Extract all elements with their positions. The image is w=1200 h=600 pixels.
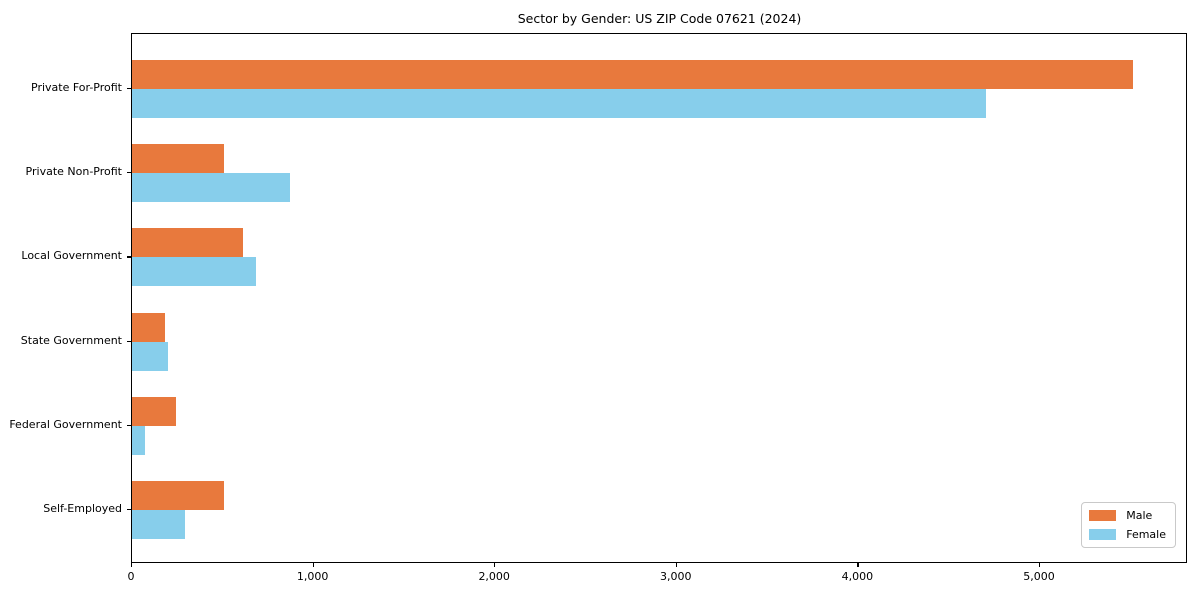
bar-female-federal-government — [132, 425, 145, 455]
y-axis-label-federal-government: Federal Government — [9, 417, 122, 431]
y-tick-mark — [127, 424, 131, 427]
y-axis-label-self-employed: Self-Employed — [43, 502, 122, 515]
bar-female-private-for-profit — [132, 89, 986, 118]
x-tick-label-0: 0 — [127, 570, 135, 583]
y-axis-label-private-for-profit: Private For-Profit — [31, 81, 122, 94]
bar-female-state-government — [132, 341, 169, 371]
x-tick-mark — [1038, 563, 1041, 567]
y-tick-mark — [127, 340, 131, 342]
bar-male-local-government — [132, 228, 243, 258]
legend-swatch-female — [1089, 529, 1117, 540]
y-tick-mark — [127, 509, 131, 511]
y-tick-mark — [127, 172, 131, 174]
x-tick-label-1000: 1,000 — [296, 570, 329, 583]
legend-swatch-male — [1089, 510, 1117, 521]
y-tick-mark — [127, 256, 131, 258]
y-tick-mark — [127, 88, 131, 90]
x-tick-label-4000: 4,000 — [841, 570, 874, 583]
legend: Male Female — [1081, 502, 1176, 548]
bar-female-local-government — [132, 257, 257, 287]
x-tick-mark — [312, 563, 314, 567]
x-tick-mark — [857, 563, 859, 567]
y-axis-label-local-government: Local Government — [21, 249, 122, 263]
bar-male-self-employed — [132, 481, 225, 510]
x-tick-label-2000: 2,000 — [478, 570, 510, 583]
bar-female-self-employed — [132, 510, 185, 539]
bar-female-private-non-profit — [132, 173, 290, 203]
x-tick-label-3000: 3,000 — [660, 570, 692, 583]
bar-male-private-non-profit — [132, 144, 225, 174]
x-tick-mark — [494, 563, 496, 567]
legend-label-female: Female — [1126, 528, 1166, 541]
y-axis-label-private-non-profit: Private Non-Profit — [25, 165, 122, 179]
plot-area: Male Female — [131, 33, 1187, 563]
bar-male-private-for-profit — [132, 60, 1133, 89]
x-tick-mark — [131, 563, 133, 567]
legend-label-male: Male — [1126, 509, 1153, 522]
legend-item-female: Female — [1089, 528, 1166, 541]
bar-male-state-government — [132, 312, 165, 342]
x-tick-label-5000: 5,000 — [1023, 570, 1055, 583]
x-tick-mark — [675, 563, 678, 567]
bar-male-federal-government — [132, 396, 177, 426]
chart-title: Sector by Gender: US ZIP Code 07621 (202… — [517, 11, 802, 26]
legend-item-male: Male — [1089, 509, 1166, 522]
y-axis-label-state-government: State Government — [20, 333, 122, 347]
